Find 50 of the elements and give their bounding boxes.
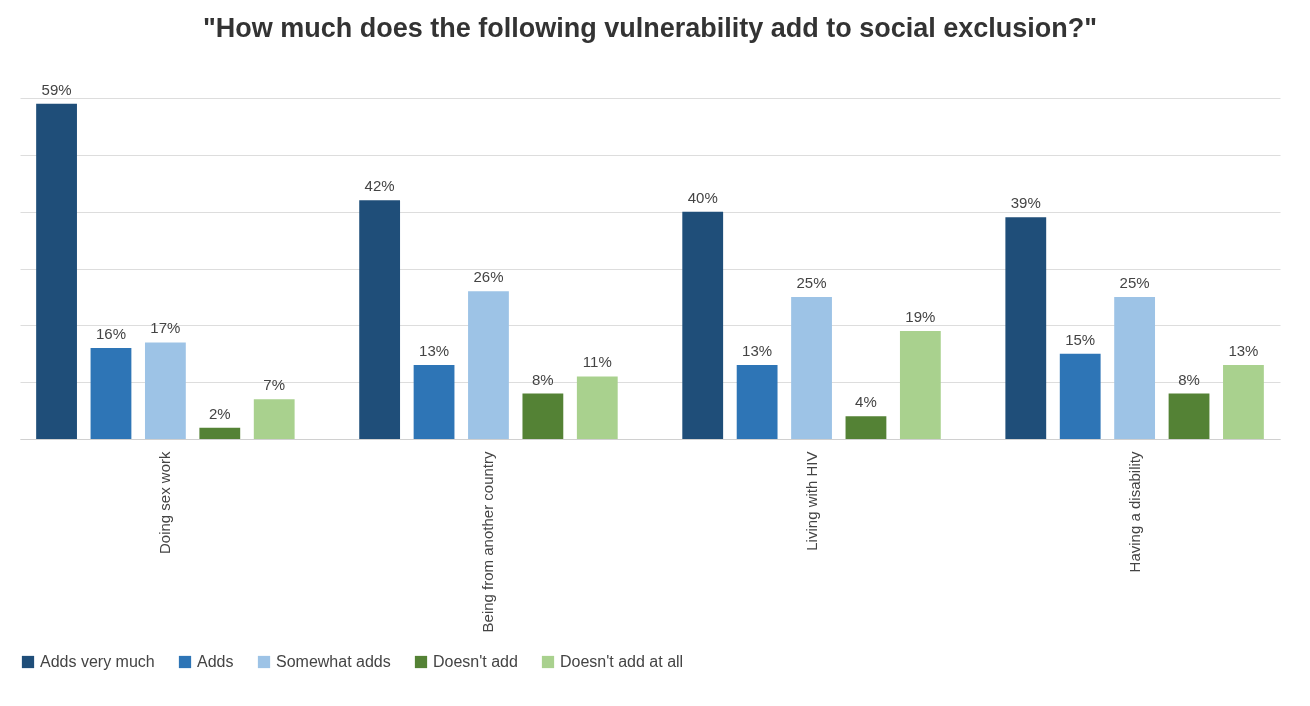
legend-label: Adds very much [40, 653, 155, 670]
bar [144, 342, 186, 439]
legend-label: Adds [197, 653, 234, 670]
bar [1059, 353, 1101, 439]
x-tick-label: Doing sex work [156, 451, 174, 555]
data-label: 19% [905, 308, 936, 326]
x-tick-label: Living with HIV [802, 451, 820, 551]
bar [413, 365, 455, 439]
data-label: 4% [855, 393, 877, 411]
bar [90, 348, 132, 439]
data-label: 2% [208, 404, 231, 422]
data-label: 15% [1065, 330, 1096, 348]
chart-title: "How much does the following vulnerability add to social exclusion?" [202, 12, 1098, 43]
data-label: 59% [41, 80, 72, 98]
legend-label: Doesn't add [433, 653, 518, 670]
data-label: 17% [150, 319, 181, 337]
bar [576, 376, 618, 439]
bar [253, 399, 295, 439]
data-label: 16% [95, 325, 126, 343]
bar [36, 103, 77, 439]
data-label: 8% [532, 370, 554, 388]
data-label: 13% [742, 342, 773, 360]
data-label: 26% [473, 268, 504, 286]
legend-label: Somewhat adds [276, 653, 391, 670]
bar [1114, 296, 1156, 439]
bar [1005, 217, 1047, 439]
data-label: 13% [1228, 342, 1259, 360]
bar [682, 211, 724, 439]
legend-label: Doesn't add at all [560, 653, 684, 670]
data-label: 40% [687, 188, 718, 206]
x-tick-label: Being from another country [479, 451, 497, 633]
bar [1223, 365, 1264, 439]
bar [791, 296, 832, 439]
bar [468, 291, 509, 439]
bar [199, 427, 241, 439]
data-label: 42% [364, 177, 395, 195]
data-label: 11% [582, 353, 612, 371]
data-label: 25% [796, 273, 827, 291]
data-label: 13% [419, 342, 450, 360]
bar [1168, 393, 1210, 439]
bar [845, 416, 887, 439]
bar [899, 331, 941, 439]
bar [522, 393, 564, 439]
data-label: 8% [1178, 370, 1200, 388]
data-label: 7% [263, 376, 286, 394]
bar [359, 200, 401, 439]
bar [736, 365, 778, 439]
data-label: 25% [1119, 273, 1150, 291]
data-label: 39% [1010, 194, 1041, 212]
x-tick-label: Having a disability [1125, 451, 1143, 573]
